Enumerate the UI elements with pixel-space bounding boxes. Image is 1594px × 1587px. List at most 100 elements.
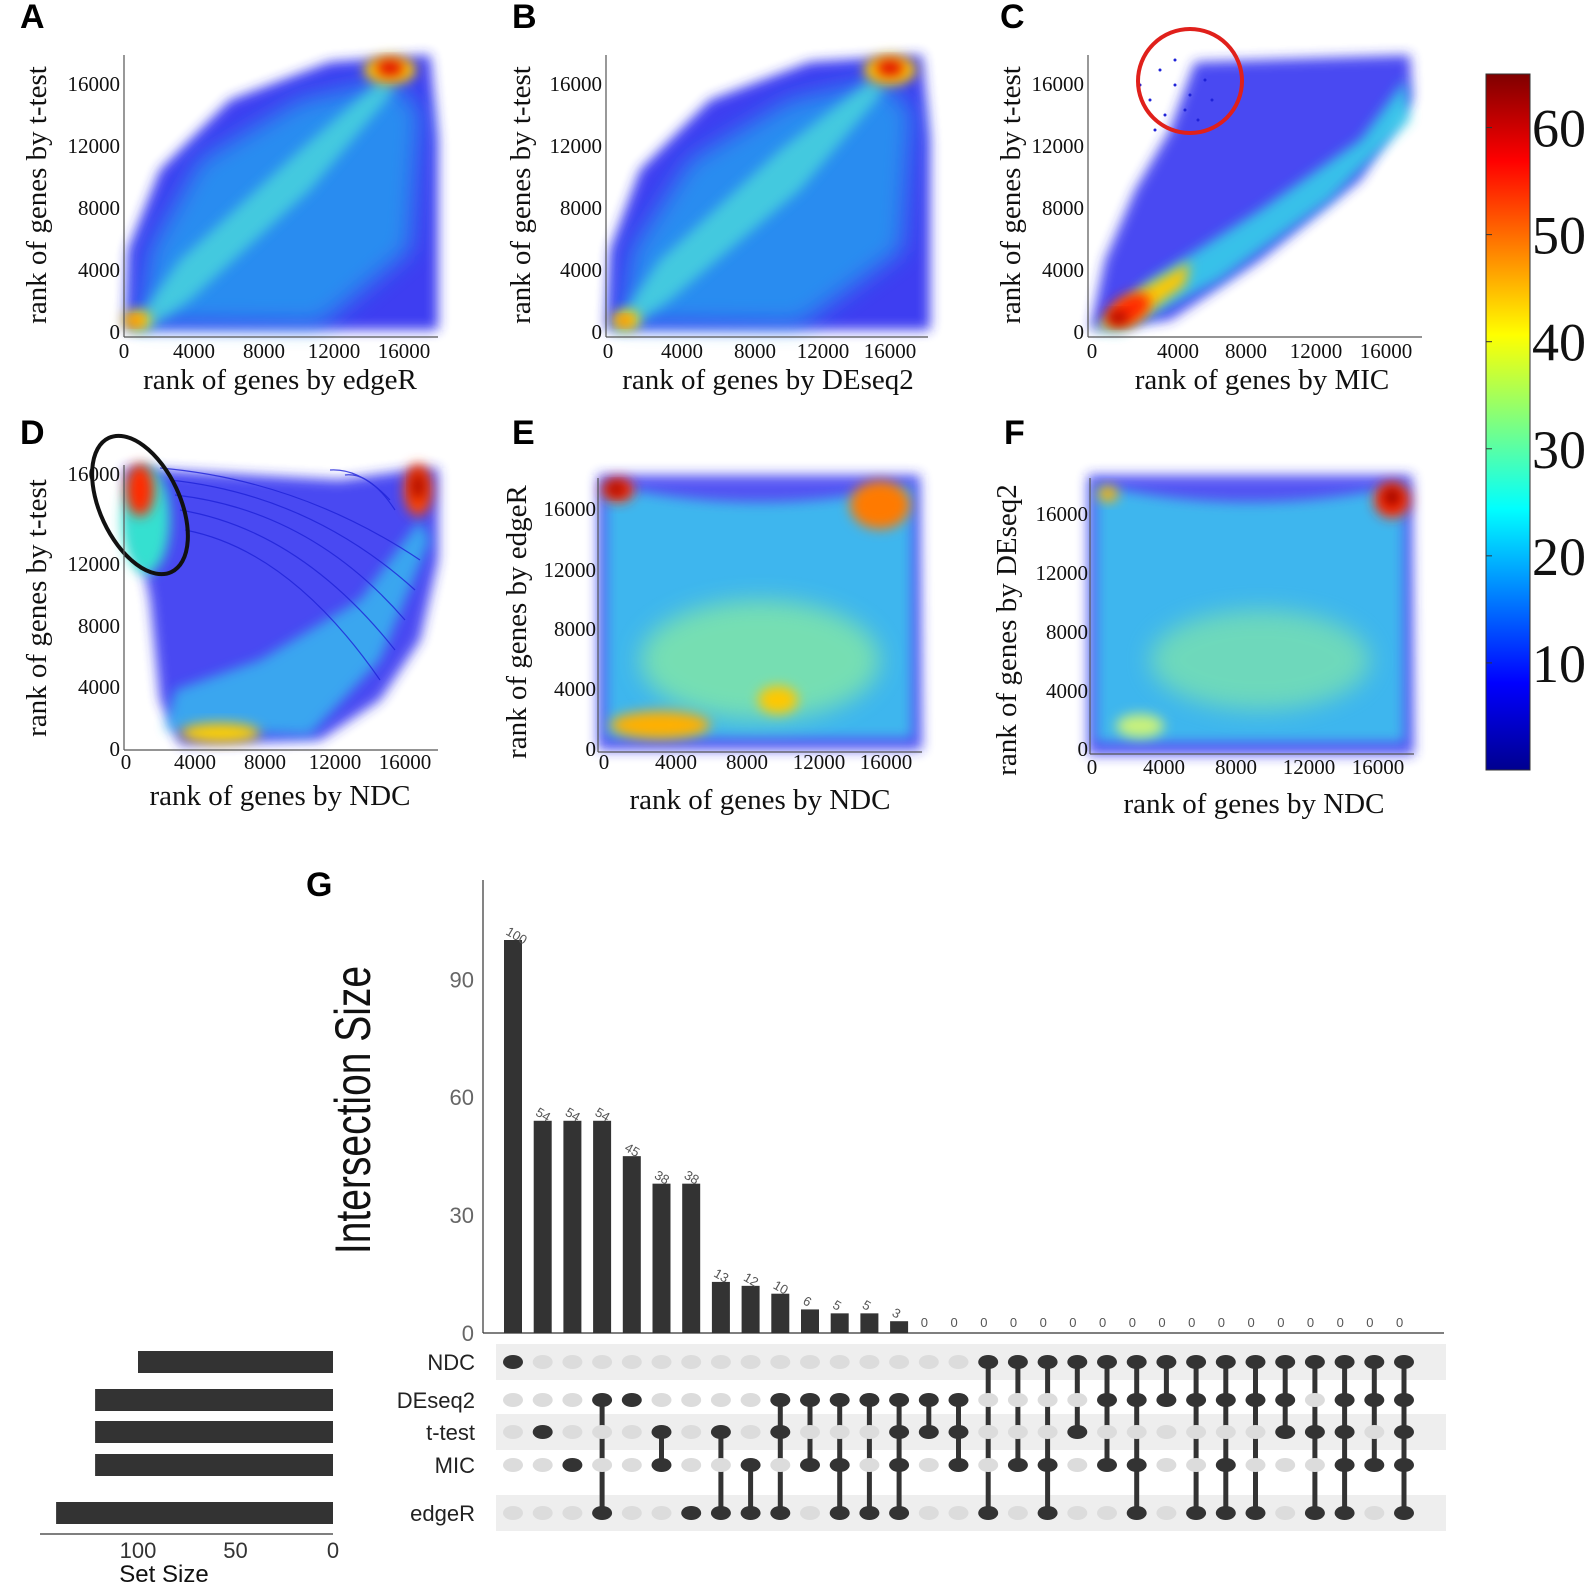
matrix-dot-filled (503, 1355, 523, 1369)
matrix-dot-filled (1245, 1393, 1266, 1407)
matrix-dot-empty (621, 1506, 642, 1520)
matrix-dot-empty (1364, 1425, 1385, 1439)
x-tick: 12000 (793, 750, 846, 774)
scatter-cloud-a (123, 55, 438, 332)
x-tick: 4000 (1157, 339, 1199, 363)
matrix-dot-empty (1156, 1506, 1177, 1520)
bar-value-label: 0 (980, 1315, 987, 1330)
matrix-dot-filled (889, 1425, 910, 1439)
matrix-dot-filled (1304, 1506, 1325, 1520)
matrix-dot-empty (1007, 1506, 1028, 1520)
bar-value-label: 54 (593, 1104, 613, 1124)
matrix-dot-filled (889, 1506, 910, 1520)
matrix-dot-filled (1364, 1355, 1385, 1369)
x-tick: 16000 (860, 750, 913, 774)
y-ticks-a: 0 4000 8000 12000 16000 (68, 72, 121, 344)
matrix-dot-empty (503, 1506, 523, 1520)
matrix-dot-filled (1394, 1458, 1414, 1472)
bar-value-label: 0 (1099, 1315, 1106, 1330)
matrix-dot-filled (1067, 1425, 1088, 1439)
matrix-dot-empty (770, 1458, 791, 1472)
matrix-dot-empty (621, 1458, 642, 1472)
matrix-dot-filled (918, 1425, 939, 1439)
matrix-dot-empty (621, 1425, 642, 1439)
matrix-dot-filled (800, 1393, 820, 1407)
matrix-dot-empty (710, 1355, 731, 1369)
x-tick: 4000 (173, 339, 215, 363)
matrix-dot-empty (1037, 1425, 1058, 1439)
x-tick: 12000 (797, 339, 850, 363)
matrix-dot-empty (1186, 1425, 1207, 1439)
bar-y-ticks: 0 30 60 90 (450, 967, 474, 1346)
x-tick: 0 (121, 750, 132, 774)
bar-value-label: 3 (890, 1305, 904, 1322)
matrix-dot-empty (710, 1458, 731, 1472)
matrix-dot-filled (800, 1458, 820, 1472)
panel-letter-b: B (512, 0, 537, 36)
x-label-f: rank of genes by NDC (1124, 788, 1385, 820)
matrix-dot-empty (1007, 1425, 1028, 1439)
matrix-dot-filled (1215, 1458, 1236, 1472)
matrix-dot-filled (1097, 1393, 1117, 1407)
bar-value-label: 0 (1129, 1315, 1136, 1330)
matrix-dot-filled (1394, 1355, 1414, 1369)
matrix-dot-filled (1037, 1458, 1058, 1472)
x-tick: 12000 (309, 750, 362, 774)
y-tick: 8000 (554, 617, 596, 641)
x-tick: 12000 (1290, 339, 1343, 363)
set-name: t-test (426, 1420, 475, 1445)
x-tick: 16000 (1360, 339, 1413, 363)
y-tick: 12000 (550, 134, 603, 158)
bar-value-label: 38 (652, 1167, 672, 1187)
intersection-bar (830, 1313, 849, 1333)
intersection-bar (890, 1321, 909, 1333)
intersection-bar (801, 1309, 819, 1333)
matrix-dot-filled (1037, 1506, 1058, 1520)
intersection-bar (711, 1281, 730, 1333)
x-tick: 0 (119, 339, 130, 363)
outlier-dots-c (1138, 58, 1214, 132)
matrix-dot-empty (681, 1425, 702, 1439)
matrix-dot-empty (1245, 1425, 1266, 1439)
bar-value-label: 13 (711, 1266, 731, 1286)
matrix-dot-filled (1067, 1355, 1088, 1369)
matrix-dot-empty (740, 1425, 761, 1439)
matrix-dot-empty (592, 1458, 613, 1472)
matrix-dot-filled (770, 1506, 791, 1520)
matrix-dot-filled (681, 1506, 702, 1520)
x-tick: 8000 (1225, 339, 1267, 363)
x-label-b: rank of genes by DEseq2 (622, 364, 914, 396)
matrix-dot-filled (1186, 1506, 1207, 1520)
x-tick: 4000 (655, 750, 697, 774)
y-label-d: rank of genes by t-test (21, 479, 53, 737)
matrix-dot-filled (829, 1393, 850, 1407)
matrix-dot-filled (1394, 1393, 1414, 1407)
panel-b: B 0 4000 8000 12000 16000 0 4000 8000 12… (505, 0, 930, 396)
colorbar-tick-label: 40 (1532, 313, 1586, 373)
y-tick: 16000 (1032, 72, 1085, 96)
matrix-dot-empty (800, 1355, 820, 1369)
x-ticks-a: 0 4000 8000 12000 16000 (119, 339, 431, 363)
matrix-dot-filled (1097, 1458, 1117, 1472)
matrix-dot-filled (1275, 1425, 1296, 1439)
x-tick: 16000 (378, 339, 431, 363)
y-tick: 16000 (550, 72, 603, 96)
matrix-dot-filled (1186, 1355, 1207, 1369)
x-label-e: rank of genes by NDC (630, 784, 891, 816)
matrix-dot-empty (1304, 1458, 1325, 1472)
matrix-dot-filled (710, 1506, 731, 1520)
colorbar-tick-label: 10 (1532, 634, 1586, 694)
matrix-dot-empty (859, 1355, 880, 1369)
y-tick: 8000 (78, 614, 120, 638)
bar-value-label: 0 (1396, 1315, 1403, 1330)
y-tick: 4000 (1046, 679, 1088, 703)
matrix-dot-filled (1215, 1355, 1236, 1369)
matrix-dot-filled (1126, 1393, 1147, 1407)
matrix-dot-empty (1126, 1425, 1147, 1439)
y-tick: 4000 (78, 675, 120, 699)
y-tick: 4000 (554, 677, 596, 701)
matrix-dot-filled (1007, 1355, 1028, 1369)
set-name: MIC (435, 1453, 475, 1478)
matrix-dot-filled (1334, 1425, 1355, 1439)
